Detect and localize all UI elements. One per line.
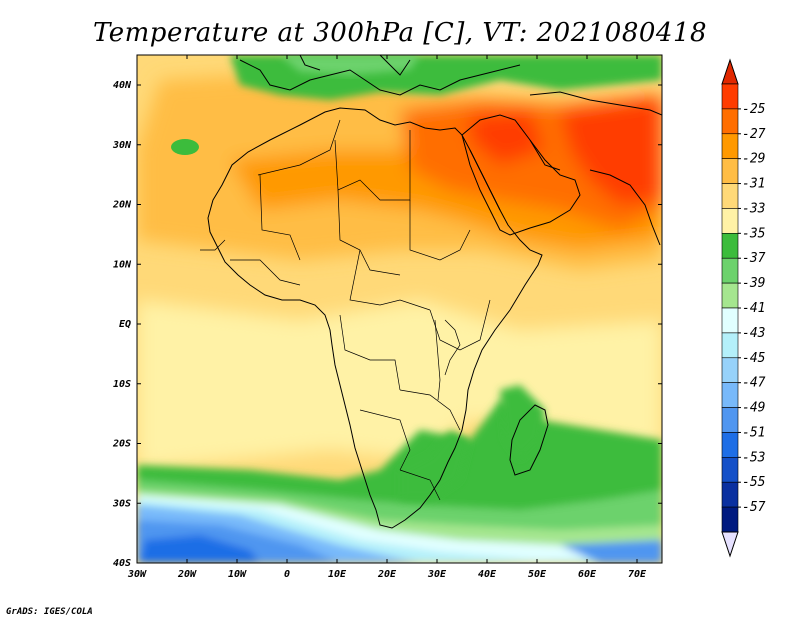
colorbar-swatch [721, 183, 739, 209]
map-title: Temperature at 300hPa [C], VT: 202108041… [93, 18, 707, 48]
lat-tick-label: 40S [113, 558, 131, 569]
lat-tick-label: EQ [119, 319, 131, 330]
colorbar-swatch [721, 83, 739, 110]
colorbar-label: -39 [742, 276, 765, 291]
colorbar-label: -55 [742, 475, 766, 490]
colorbar-label: -51 [742, 425, 765, 440]
colorbar-label: -31 [742, 177, 765, 192]
lon-tick-label: 10E [328, 569, 347, 580]
lat-tick-label: 30N [112, 140, 132, 151]
colorbar-label: -29 [742, 152, 765, 167]
colorbar-label: -27 [742, 127, 766, 142]
colorbar-top-arrow [721, 58, 739, 85]
longitude-labels: 30W 20W 10W 0 10E 20E 30E 40E 50E 60E 70E [127, 569, 647, 580]
colorbar-swatch [721, 282, 739, 309]
lon-tick-label: 0 [284, 569, 290, 580]
country-borders [200, 119, 491, 501]
colorbar-swatch [721, 208, 739, 234]
lon-tick-label: 10W [228, 569, 247, 580]
lon-tick-label: 40E [478, 569, 497, 580]
lat-tick-label: 30S [112, 498, 131, 509]
colorbar-swatch [721, 407, 739, 433]
colorbar-swatch [721, 506, 739, 533]
colorbar-swatch [721, 432, 739, 458]
lat-tick-label: 20N [112, 200, 132, 211]
colorbar-swatch [721, 357, 739, 383]
colorbar: -25 -27 -29 -31 -33 -35 -37 -39 -41 -43 -45 -47 -49 -… [721, 58, 766, 558]
colorbar-label: -57 [742, 500, 766, 515]
lat-tick-label: 40N [113, 80, 132, 91]
colorbar-label: -35 [742, 226, 766, 241]
colorbar-label: -25 [742, 102, 766, 117]
colorbar-swatch [721, 158, 739, 184]
colorbar-label: -33 [742, 201, 765, 216]
colorbar-label: -45 [742, 351, 766, 366]
colorbar-swatch [721, 457, 739, 483]
lon-tick-label: 30E [427, 569, 447, 580]
lat-tick-label: 10S [113, 379, 131, 390]
colorbar-swatch [721, 108, 739, 135]
coastlines [207, 55, 662, 529]
colorbar-swatch [721, 257, 739, 284]
lat-tick-label: 20S [112, 439, 131, 450]
colorbar-bottom-arrow [721, 531, 739, 558]
colorbar-label: -41 [742, 301, 765, 316]
colorbar-swatch [721, 133, 739, 159]
map-frame [136, 54, 663, 564]
colorbar-swatch [721, 481, 739, 508]
lon-tick-label: 20E [377, 569, 397, 580]
colorbar-label: -47 [742, 376, 766, 391]
colorbar-label: -43 [742, 326, 765, 341]
colorbar-label: -53 [742, 450, 765, 465]
lon-tick-label: 70E [628, 569, 647, 580]
colorbar-swatch [721, 233, 739, 259]
colorbar-label: -49 [742, 401, 765, 416]
lon-tick-label: 60E [578, 569, 597, 580]
latitude-labels: 40N 30N 20N 10N EQ 10S 20S 30S 40S [112, 80, 132, 569]
lon-tick-label: 30W [127, 569, 147, 580]
axis-ticks [137, 55, 662, 564]
colorbar-label: -37 [742, 251, 766, 266]
lat-tick-label: 10N [113, 259, 132, 270]
colorbar-swatch [721, 332, 739, 359]
lon-tick-label: 20W [177, 569, 197, 580]
colorbar-swatch [721, 307, 739, 334]
lon-tick-label: 50E [528, 569, 547, 580]
credit-label: GrADS: IGES/COLA [6, 607, 93, 617]
temperature-field [137, 55, 662, 563]
colorbar-swatch [721, 382, 739, 408]
